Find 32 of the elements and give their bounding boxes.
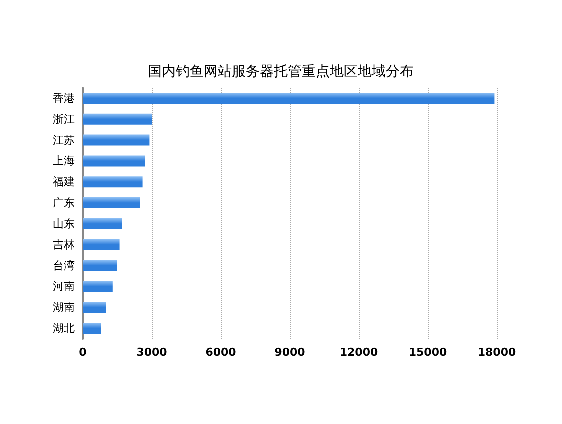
x-tick-label: 12000 <box>340 346 378 359</box>
x-tick-label: 0 <box>79 346 88 359</box>
bar <box>83 114 152 125</box>
x-tick-label: 18000 <box>478 346 516 359</box>
bar <box>83 323 102 334</box>
bar <box>83 302 106 314</box>
bar <box>83 198 140 209</box>
y-tick-label: 湖南 <box>53 301 75 314</box>
bar <box>83 134 150 146</box>
y-tick-label: 江苏 <box>53 134 75 147</box>
y-tick-label: 湖北 <box>53 322 75 336</box>
bar <box>83 239 120 250</box>
y-tick-label: 香港 <box>53 92 75 105</box>
bar <box>83 281 113 292</box>
y-tick-label: 福建 <box>53 176 75 189</box>
bar <box>83 176 143 188</box>
x-tick-label: 15000 <box>408 346 448 359</box>
bar <box>83 92 495 104</box>
y-tick-label: 上海 <box>53 154 75 168</box>
bar <box>83 218 122 230</box>
y-tick-label: 山东 <box>53 217 75 230</box>
y-tick-label: 广东 <box>53 196 75 210</box>
bar <box>83 156 146 167</box>
y-tick-label: 河南 <box>53 280 75 294</box>
bar <box>83 260 118 272</box>
y-tick-label: 台湾 <box>53 259 75 272</box>
x-tick-label: 6000 <box>206 346 237 359</box>
y-tick-label: 吉林 <box>53 238 75 252</box>
x-tick-label: 9000 <box>274 346 306 359</box>
x-tick-label: 3000 <box>136 346 168 359</box>
y-tick-label: 浙江 <box>53 112 75 126</box>
chart-title: 国内钓鱼网站服务器托管重点地区地域分布 <box>148 64 414 80</box>
